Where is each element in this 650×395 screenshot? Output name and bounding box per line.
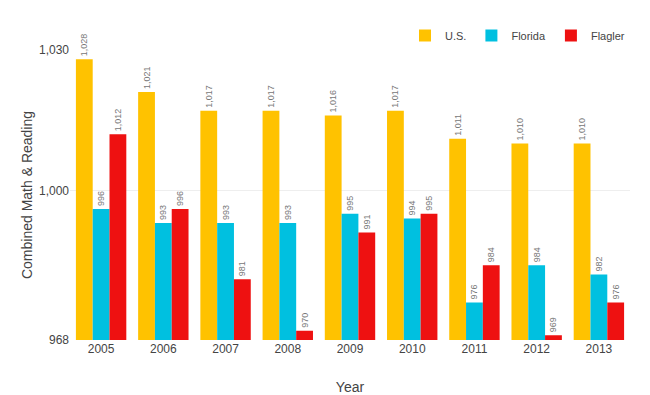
svg-text:Florida: Florida <box>511 30 546 42</box>
svg-text:995: 995 <box>345 196 355 211</box>
svg-text:2006: 2006 <box>150 342 177 356</box>
svg-text:981: 981 <box>237 261 247 276</box>
svg-text:991: 991 <box>362 214 372 229</box>
svg-text:1,011: 1,011 <box>453 114 463 136</box>
svg-text:970: 970 <box>300 313 310 328</box>
svg-text:1,012: 1,012 <box>113 109 123 132</box>
svg-text:984: 984 <box>532 247 542 262</box>
svg-text:976: 976 <box>469 285 479 300</box>
svg-text:994: 994 <box>407 200 417 215</box>
svg-text:1,017: 1,017 <box>266 85 276 108</box>
svg-text:968: 968 <box>49 333 69 347</box>
svg-text:2011: 2011 <box>462 342 488 356</box>
svg-text:2009: 2009 <box>337 342 364 356</box>
svg-text:2005: 2005 <box>88 342 115 356</box>
svg-text:U.S.: U.S. <box>445 30 466 42</box>
svg-text:2012: 2012 <box>523 342 550 356</box>
svg-text:2010: 2010 <box>399 342 426 356</box>
svg-text:996: 996 <box>175 191 185 206</box>
svg-text:993: 993 <box>283 205 293 220</box>
svg-text:969: 969 <box>548 317 558 332</box>
svg-text:996: 996 <box>96 191 106 206</box>
svg-text:1,000: 1,000 <box>39 184 69 198</box>
svg-text:1,010: 1,010 <box>577 118 587 141</box>
svg-text:995: 995 <box>424 196 434 211</box>
svg-text:993: 993 <box>221 205 231 220</box>
svg-text:1,028: 1,028 <box>79 34 89 57</box>
svg-text:2007: 2007 <box>212 342 239 356</box>
svg-text:1,017: 1,017 <box>204 85 214 108</box>
svg-text:1,021: 1,021 <box>142 67 152 90</box>
svg-text:1,016: 1,016 <box>328 90 338 113</box>
svg-text:Combined Math & Reading: Combined Math & Reading <box>19 111 35 279</box>
svg-text:Flagler: Flagler <box>591 30 625 42</box>
svg-text:2013: 2013 <box>586 342 613 356</box>
svg-text:1,010: 1,010 <box>515 118 525 141</box>
svg-text:976: 976 <box>611 285 621 300</box>
svg-text:2008: 2008 <box>274 342 301 356</box>
svg-text:1,030: 1,030 <box>39 43 69 57</box>
svg-text:982: 982 <box>594 256 604 271</box>
svg-text:993: 993 <box>158 205 168 220</box>
svg-text:Year: Year <box>336 379 365 395</box>
svg-text:984: 984 <box>486 247 496 262</box>
svg-text:1,017: 1,017 <box>390 85 400 108</box>
